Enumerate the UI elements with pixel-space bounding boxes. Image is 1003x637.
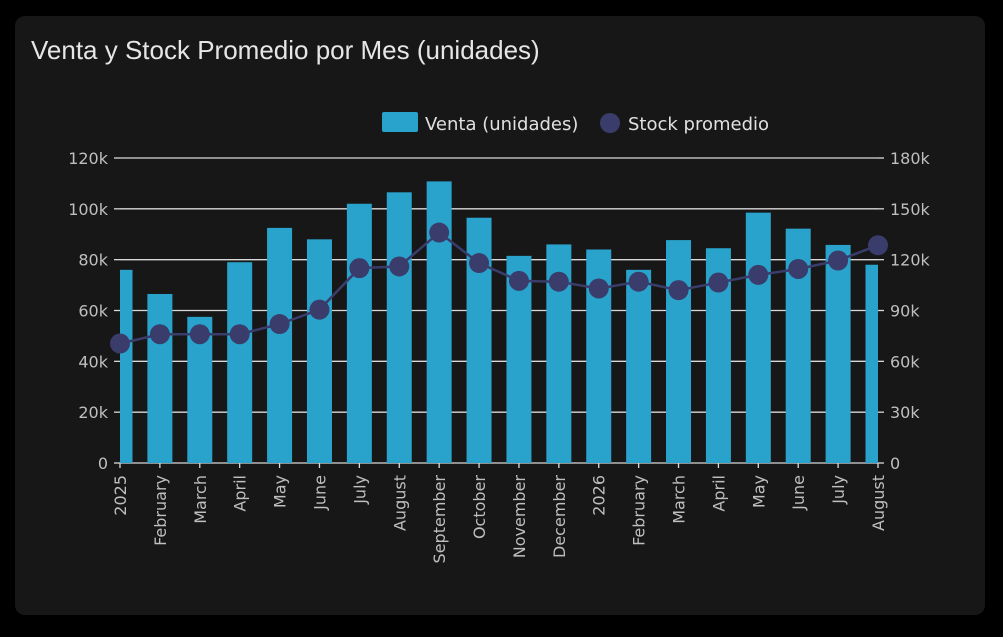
- x-tick-label: August: [390, 475, 409, 531]
- x-tick-label: August: [869, 475, 888, 531]
- x-tick-label: December: [550, 475, 569, 558]
- stock-point[interactable]: [110, 333, 130, 354]
- stock-point[interactable]: [788, 258, 809, 279]
- y-right-tick-label: 60k: [890, 352, 920, 371]
- stock-point[interactable]: [189, 324, 210, 345]
- x-tick-label: September: [430, 475, 449, 564]
- x-tick-label: April: [231, 475, 250, 512]
- bar-venta[interactable]: [745, 212, 771, 463]
- bar-venta[interactable]: [865, 264, 879, 463]
- stock-point[interactable]: [628, 271, 649, 292]
- venta-bars: [120, 181, 878, 463]
- stock-point[interactable]: [349, 258, 370, 279]
- legend-stock-label[interactable]: Stock promedio: [628, 114, 769, 135]
- bar-venta[interactable]: [306, 239, 332, 463]
- stock-point[interactable]: [748, 264, 769, 285]
- y-right-tick-label: 90k: [890, 302, 920, 321]
- bar-venta[interactable]: [346, 203, 372, 463]
- stock-point[interactable]: [389, 256, 410, 277]
- x-tick-label: May: [271, 475, 290, 508]
- x-tick-label: November: [510, 475, 529, 559]
- legend-stock-swatch[interactable]: [600, 113, 620, 133]
- y-right-tick-label: 180k: [890, 149, 931, 168]
- stock-point[interactable]: [229, 324, 250, 345]
- bar-venta[interactable]: [626, 269, 652, 463]
- bar-venta[interactable]: [147, 293, 173, 463]
- stock-point[interactable]: [269, 314, 290, 335]
- x-tick-label: June: [789, 475, 808, 511]
- legend-venta-swatch[interactable]: [382, 112, 418, 132]
- stock-point[interactable]: [828, 250, 849, 271]
- stock-line: [110, 222, 888, 354]
- legend[interactable]: Venta (unidades) Stock promedio: [382, 112, 769, 135]
- x-tick-label: July: [350, 475, 369, 505]
- stock-point[interactable]: [868, 235, 888, 256]
- x-tick-label: February: [630, 475, 649, 546]
- y-left-tick-label: 120k: [68, 149, 109, 168]
- x-tick-label: March: [670, 475, 689, 524]
- y-right-tick-label: 150k: [890, 200, 931, 219]
- bar-venta[interactable]: [666, 240, 692, 463]
- stock-point[interactable]: [708, 272, 729, 293]
- x-tick-label: February: [151, 475, 170, 546]
- y-left-tick-label: 100k: [68, 200, 109, 219]
- bar-venta[interactable]: [227, 262, 253, 463]
- y-left-tick-label: 80k: [78, 251, 108, 270]
- y-right-tick-label: 120k: [890, 251, 931, 270]
- bar-venta[interactable]: [267, 227, 293, 463]
- stock-point[interactable]: [588, 278, 609, 299]
- x-tick-label: April: [709, 475, 728, 512]
- chart-title: Venta y Stock Promedio por Mes (unidades…: [31, 35, 540, 65]
- x-tick-label: March: [191, 475, 210, 524]
- x-tick-label: 2025: [111, 475, 130, 516]
- stock-point[interactable]: [429, 222, 450, 243]
- legend-venta-label[interactable]: Venta (unidades): [425, 114, 578, 135]
- y-left-tick-label: 20k: [78, 403, 108, 422]
- bar-venta[interactable]: [825, 244, 851, 463]
- y-left-tick-label: 60k: [78, 302, 108, 321]
- axes: 0 20k 40k 60k 80k 100k 120k 0 30k 60k 90k 120k 150k 1…: [68, 149, 930, 563]
- y-right-tick-label: 0: [890, 454, 900, 473]
- x-tick-label: October: [470, 475, 489, 539]
- x-tick-label: May: [749, 475, 768, 508]
- y-left-tick-label: 40k: [78, 352, 108, 371]
- bar-venta[interactable]: [120, 269, 133, 463]
- y-left-tick-label: 0: [98, 454, 108, 473]
- stock-point[interactable]: [149, 324, 170, 345]
- stock-point[interactable]: [469, 253, 490, 274]
- x-tick-label: July: [829, 475, 848, 505]
- stock-point[interactable]: [668, 280, 689, 301]
- stock-point[interactable]: [309, 299, 330, 320]
- bar-venta[interactable]: [386, 192, 412, 463]
- chart-card: [15, 16, 985, 615]
- y-right-tick-label: 30k: [890, 403, 920, 422]
- x-tick-label: June: [310, 475, 329, 511]
- stock-point[interactable]: [548, 271, 569, 292]
- stock-point[interactable]: [508, 270, 529, 291]
- x-tick-label: 2026: [590, 475, 609, 516]
